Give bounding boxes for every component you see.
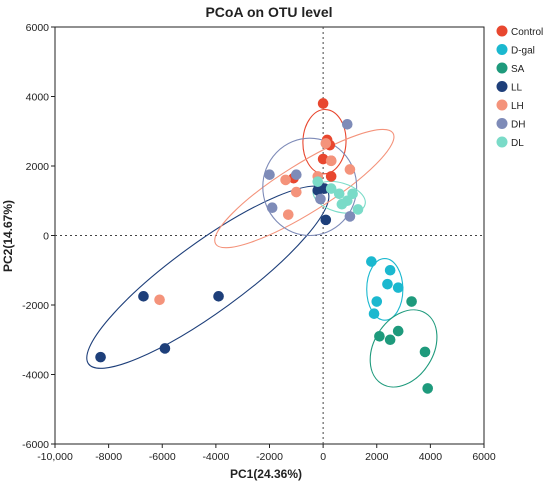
point-ll [95, 351, 106, 363]
point-sa [406, 296, 417, 307]
point-lh [280, 174, 291, 186]
point-dh [315, 193, 326, 205]
y-tick-label: -6000 [22, 439, 49, 451]
point-d-gal [382, 278, 393, 290]
ellipse-control [302, 108, 347, 175]
legend-label-d-gal: D-gal [511, 46, 535, 57]
point-dh [344, 211, 356, 222]
confidence-ellipses [86, 108, 438, 388]
point-lh [282, 209, 294, 220]
point-sa [419, 346, 431, 358]
data-points [95, 98, 433, 394]
point-dl [336, 198, 348, 210]
point-sa [422, 383, 433, 394]
y-tick-label: 0 [43, 231, 49, 243]
y-axis: -6000 -4000 -2000 0 2000 4000 6000 [22, 22, 55, 451]
point-d-gal [368, 308, 380, 319]
legend-marker-control [496, 25, 508, 37]
x-tick-label: -8000 [95, 451, 122, 463]
point-ll [320, 214, 332, 226]
x-tick-label: 4000 [419, 451, 443, 463]
point-sa [392, 325, 404, 337]
point-ll [213, 291, 224, 302]
legend-marker-sa [496, 62, 508, 74]
legend-label-control: Control [511, 27, 543, 38]
ellipse-dh [262, 137, 358, 237]
point-dl [347, 188, 358, 200]
plot-area [54, 26, 485, 445]
chart-title: PCoA on OTU level [205, 4, 332, 20]
x-tick-label: -4000 [202, 451, 229, 463]
legend-marker-dl [496, 136, 508, 148]
point-dl [352, 204, 364, 215]
point-d-gal [366, 256, 377, 267]
point-dl [333, 188, 345, 200]
point-lh [320, 138, 332, 149]
x-axis: -10,000 -8000 -6000 -4000 -2000 0 2000 4000 6000 [37, 444, 496, 463]
legend-label-ll: LL [511, 83, 523, 94]
legend-marker-dh [496, 118, 508, 129]
y-tick-label: 4000 [26, 92, 50, 104]
point-ll [138, 291, 149, 302]
x-tick-label: -6000 [149, 451, 176, 463]
point-dh [291, 169, 302, 180]
point-d-gal [371, 296, 383, 307]
x-tick-label: 2000 [365, 451, 389, 463]
point-control [325, 171, 337, 182]
point-dh [266, 202, 278, 213]
legend-label-dh: DH [511, 120, 525, 131]
point-control [317, 98, 329, 109]
y-tick-label: -2000 [22, 300, 49, 312]
legend-label-lh: LH [511, 101, 524, 112]
point-lh [325, 155, 337, 167]
ellipse-lh [214, 128, 395, 249]
legend-marker-lh [496, 99, 508, 111]
x-tick-label: -10,000 [37, 451, 73, 463]
point-d-gal [384, 264, 396, 276]
x-tick-label: 6000 [472, 451, 496, 463]
y-tick-label: 6000 [26, 22, 50, 34]
point-ll [159, 343, 171, 354]
point-d-gal [392, 282, 404, 293]
legend-marker-ll [496, 81, 508, 92]
y-axis-title: PC2(14.67%) [1, 200, 15, 272]
point-lh [291, 186, 302, 198]
point-control [317, 153, 329, 165]
legend-label-sa: SA [511, 64, 525, 75]
legend: Control D-gal SA LL LH DH DL [496, 25, 543, 149]
y-tick-label: 2000 [26, 161, 50, 173]
point-dh [264, 169, 275, 180]
point-dl [312, 176, 324, 187]
x-tick-label: 0 [320, 451, 326, 463]
legend-marker-d-gal [496, 44, 508, 55]
point-lh [154, 294, 165, 306]
x-tick-label: -2000 [256, 451, 283, 463]
point-sa [384, 334, 396, 346]
point-dh [341, 119, 353, 130]
legend-label-dl: DL [511, 138, 524, 149]
y-tick-label: -4000 [22, 370, 49, 382]
point-lh [344, 164, 356, 175]
point-sa [374, 330, 385, 342]
point-dl [325, 183, 337, 194]
x-axis-title: PC1(24.36%) [230, 467, 302, 481]
ellipse-ll [86, 185, 330, 369]
